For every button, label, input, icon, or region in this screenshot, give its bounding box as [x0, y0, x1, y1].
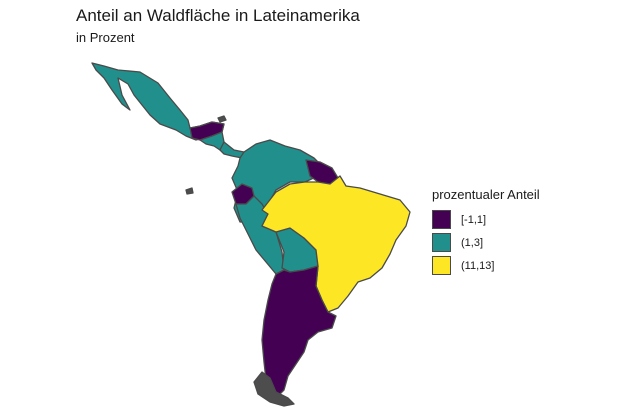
region-panama: [219, 141, 245, 159]
region-southern-cone: [261, 265, 337, 397]
region-mexico: [91, 62, 225, 141]
legend: prozentualer Anteil [-1,1] (1,3] (11,13]: [432, 187, 540, 277]
legend-item: (1,3]: [432, 231, 540, 254]
legend-label: [-1,1]: [461, 213, 487, 226]
legend-swatch: [432, 233, 451, 252]
map-subtitle: in Prozent: [76, 30, 135, 45]
region-brazil: [261, 175, 411, 313]
region-guianas: [305, 159, 339, 185]
legend-swatch: [432, 256, 451, 275]
galapagos-island: [185, 187, 194, 195]
legend-label: (11,13]: [461, 259, 495, 272]
legend-swatch: [432, 210, 451, 229]
legend-item: (11,13]: [432, 254, 540, 277]
legend-item: [-1,1]: [432, 208, 540, 231]
region-peru: [235, 195, 285, 275]
caribbean-island: [217, 115, 227, 123]
legend-label: (1,3]: [461, 236, 484, 249]
region-tierra-del-fuego: [253, 371, 295, 407]
legend-title: prozentualer Anteil: [432, 187, 540, 202]
map-title: Anteil an Waldfläche in Lateinamerika: [76, 6, 360, 25]
